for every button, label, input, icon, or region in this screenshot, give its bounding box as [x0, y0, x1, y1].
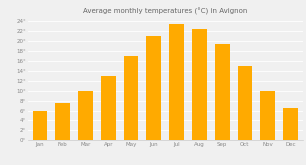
- Bar: [169, 24, 184, 140]
- Bar: [260, 91, 275, 140]
- Bar: [78, 91, 93, 140]
- Title: Average monthly temperatures (°C) in Avignon: Average monthly temperatures (°C) in Avi…: [83, 8, 248, 15]
- Bar: [147, 36, 161, 140]
- Bar: [215, 44, 230, 140]
- Bar: [55, 103, 70, 140]
- Bar: [101, 76, 116, 140]
- Bar: [124, 56, 139, 140]
- Bar: [192, 29, 207, 140]
- Bar: [33, 111, 47, 140]
- Bar: [283, 108, 298, 140]
- Bar: [237, 66, 252, 140]
